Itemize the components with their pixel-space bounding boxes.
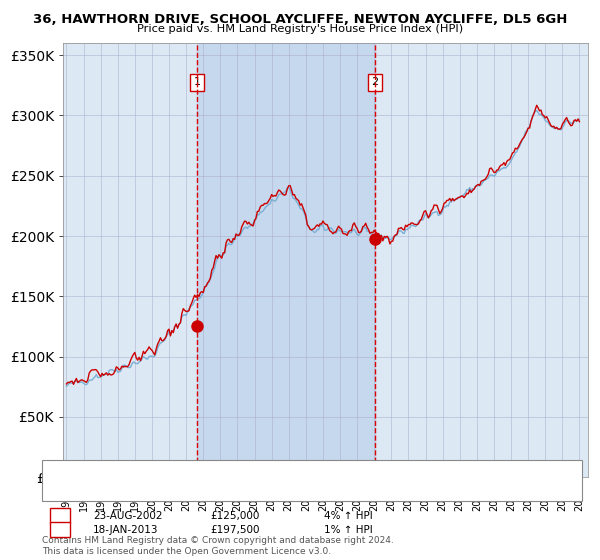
Text: ——: ——	[53, 482, 86, 500]
Text: Contains HM Land Registry data © Crown copyright and database right 2024.
This d: Contains HM Land Registry data © Crown c…	[42, 536, 394, 556]
Text: 1: 1	[56, 511, 64, 521]
Text: 1% ↑ HPI: 1% ↑ HPI	[324, 525, 373, 535]
Text: £125,000: £125,000	[210, 511, 259, 521]
Text: 2: 2	[56, 525, 64, 535]
Text: 2: 2	[371, 77, 379, 87]
Text: HPI: Average price, detached house, Darlington: HPI: Average price, detached house, Darl…	[87, 486, 319, 496]
Text: 36, HAWTHORN DRIVE, SCHOOL AYCLIFFE, NEWTON AYCLIFFE, DL5 6GH: 36, HAWTHORN DRIVE, SCHOOL AYCLIFFE, NEW…	[33, 13, 567, 26]
Text: 18-JAN-2013: 18-JAN-2013	[93, 525, 158, 535]
Text: 1: 1	[194, 77, 200, 87]
Text: 23-AUG-2002: 23-AUG-2002	[93, 511, 163, 521]
Text: Price paid vs. HM Land Registry's House Price Index (HPI): Price paid vs. HM Land Registry's House …	[137, 24, 463, 34]
Text: £197,500: £197,500	[210, 525, 260, 535]
Text: ——: ——	[53, 460, 86, 478]
Text: 36, HAWTHORN DRIVE, SCHOOL AYCLIFFE, NEWTON AYCLIFFE, DL5 6GH (detached house): 36, HAWTHORN DRIVE, SCHOOL AYCLIFFE, NEW…	[87, 464, 527, 474]
Text: 4% ↑ HPI: 4% ↑ HPI	[324, 511, 373, 521]
Bar	[197, 43, 375, 477]
